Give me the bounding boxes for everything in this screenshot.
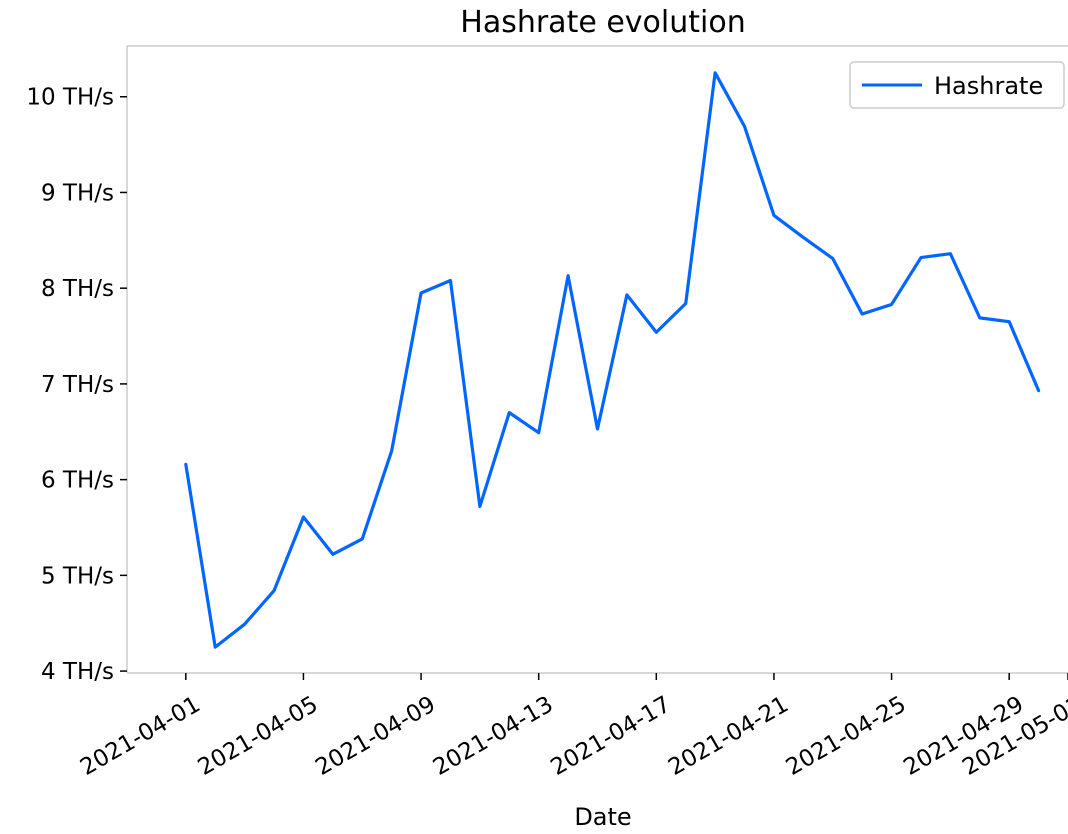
y-axis-ticks: 4 TH/s 5 TH/s 6 TH/s 7 TH/s 8 TH/s 9 TH/s 10 T… — [26, 85, 127, 685]
legend: Hashrate — [849, 61, 1065, 109]
x-tick-label: 2021-04-05 — [194, 692, 323, 781]
x-tick-label: 2021-04-13 — [429, 692, 558, 781]
x-tick-label: 2021-04-21 — [664, 692, 793, 781]
series-layer — [184, 71, 1041, 649]
legend-label: Hashrate — [934, 72, 1043, 100]
x-axis-label: Date — [574, 803, 631, 830]
x-tick-label: 2021-04-25 — [782, 692, 911, 781]
y-tick-label: 7 TH/s — [41, 372, 114, 398]
y-tick-label: 8 TH/s — [41, 276, 114, 302]
y-tick-label: 4 TH/s — [41, 659, 114, 685]
x-axis-ticks: 2021-04-012021-04-052021-04-092021-04-13… — [76, 673, 1068, 781]
y-tick-label: 10 TH/s — [26, 85, 114, 111]
axes — [126, 45, 1068, 674]
series-line-hashrate — [184, 71, 1041, 649]
chart-title: Hashrate evolution — [460, 5, 745, 40]
legend-box — [849, 61, 1065, 109]
y-tick-label: 5 TH/s — [41, 563, 114, 589]
y-tick-label: 9 TH/s — [41, 180, 114, 206]
y-tick-label: 6 TH/s — [41, 468, 114, 494]
x-tick-label: 2021-04-09 — [311, 692, 440, 781]
x-tick-label: 2021-04-01 — [76, 692, 205, 781]
x-tick-label: 2021-04-17 — [547, 692, 676, 781]
